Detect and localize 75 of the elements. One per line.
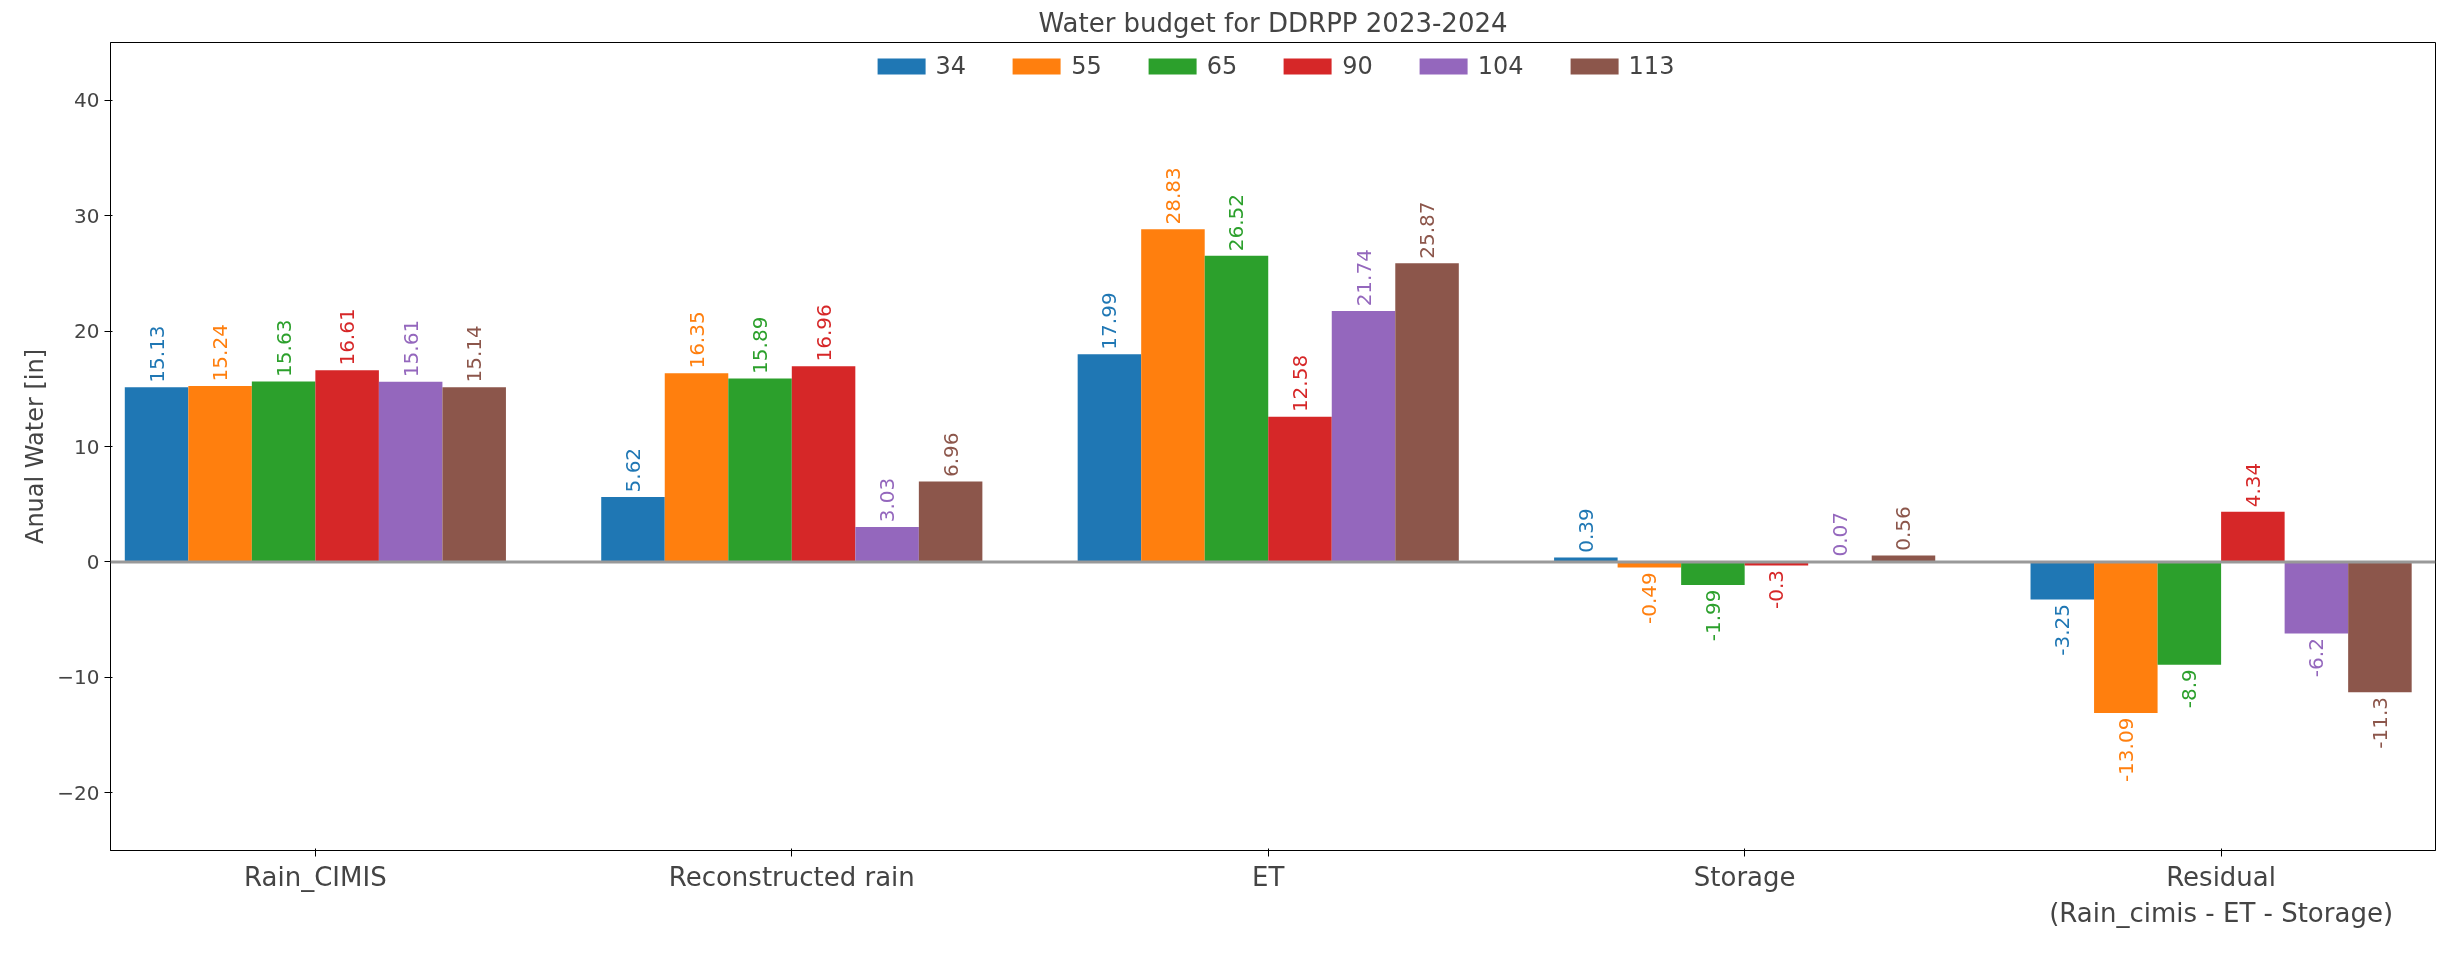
- data-label: -13.09: [2113, 717, 2138, 783]
- bar: [855, 526, 919, 562]
- data-label: 16.61: [335, 308, 360, 366]
- data-label: 15.61: [398, 319, 423, 378]
- data-label: 21.74: [1351, 249, 1376, 307]
- data-label: 28.83: [1160, 167, 1185, 225]
- bar: [1395, 263, 1459, 562]
- x-tick-label: Rain_CIMIS: [244, 861, 387, 892]
- y-tick-label: 10: [74, 434, 100, 459]
- bar: [601, 497, 665, 562]
- legend-label: 34: [935, 52, 967, 80]
- bar: [1331, 310, 1396, 562]
- data-label: -0.3: [1764, 570, 1789, 610]
- x-tick-label: Reconstructed rain: [668, 861, 915, 892]
- data-label: 16.35: [684, 311, 709, 369]
- data-label: 6.96: [938, 432, 963, 477]
- data-label: 15.14: [462, 325, 487, 383]
- bar: [1268, 416, 1332, 562]
- data-label: 0.39: [1573, 508, 1598, 553]
- y-tick-label: 20: [74, 319, 100, 344]
- bar: [188, 386, 252, 562]
- data-label: 3.03: [875, 477, 900, 523]
- bar: [2030, 561, 2095, 600]
- data-label: 26.52: [1224, 193, 1249, 252]
- x-tick-label: ET: [1252, 861, 1285, 892]
- bar: [2157, 561, 2222, 665]
- data-label: -8.9: [2177, 669, 2202, 709]
- bar: [1077, 354, 1142, 562]
- bar: [2221, 511, 2285, 562]
- data-label: 5.62: [620, 447, 645, 493]
- data-label: 16.96: [811, 304, 836, 362]
- bar: [2094, 561, 2158, 714]
- bar: [1204, 255, 1269, 562]
- y-axis-title: Anual Water [in]: [21, 348, 50, 545]
- data-label: -1.99: [1700, 589, 1725, 642]
- data-label: 15.13: [144, 325, 169, 383]
- y-tick-label: 0: [86, 549, 100, 574]
- legend-label: 104: [1477, 52, 1524, 80]
- data-label: 25.87: [1415, 201, 1440, 259]
- data-label: 0.56: [1891, 506, 1916, 551]
- data-label: 15.63: [271, 319, 296, 377]
- data-label: 17.99: [1097, 292, 1122, 350]
- data-label: -6.2: [2304, 638, 2329, 678]
- legend-label: 90: [1342, 52, 1373, 80]
- chart-title: Water budget for DDRPP 2023-2024: [1038, 7, 1508, 38]
- bar: [728, 378, 792, 562]
- y-tick-label: −10: [57, 665, 100, 690]
- data-label: -11.3: [2367, 696, 2392, 749]
- x-tick-label: Storage: [1693, 861, 1796, 892]
- data-label: 12.58: [1288, 354, 1312, 413]
- y-tick-label: −20: [57, 780, 100, 805]
- x-tick-label: Residual (Rain_cimis - ET - Storage): [2049, 861, 2394, 928]
- bar: [124, 387, 189, 562]
- data-label: 15.89: [748, 316, 773, 374]
- bar: [1681, 561, 1745, 585]
- data-label: -0.49: [1637, 572, 1662, 624]
- bar: [442, 387, 506, 562]
- legend-label: 65: [1206, 52, 1238, 80]
- bar: [918, 481, 983, 562]
- y-tick-label: 40: [74, 88, 100, 113]
- data-label: 15.24: [208, 324, 233, 382]
- y-tick-label: 30: [74, 203, 100, 228]
- bar: [251, 381, 316, 562]
- bar: [664, 373, 729, 562]
- bar: [791, 366, 856, 562]
- bar: [315, 370, 379, 562]
- bar: [1141, 229, 1205, 562]
- data-label: 4.34: [2240, 462, 2265, 508]
- data-label: -3.25: [2050, 604, 2075, 656]
- legend-label: 113: [1628, 52, 1675, 80]
- legend-label: 55: [1071, 52, 1102, 80]
- bar: [2284, 561, 2349, 634]
- bar: [2348, 561, 2412, 693]
- data-label: 0.07: [1827, 511, 1852, 557]
- bar: [378, 381, 443, 562]
